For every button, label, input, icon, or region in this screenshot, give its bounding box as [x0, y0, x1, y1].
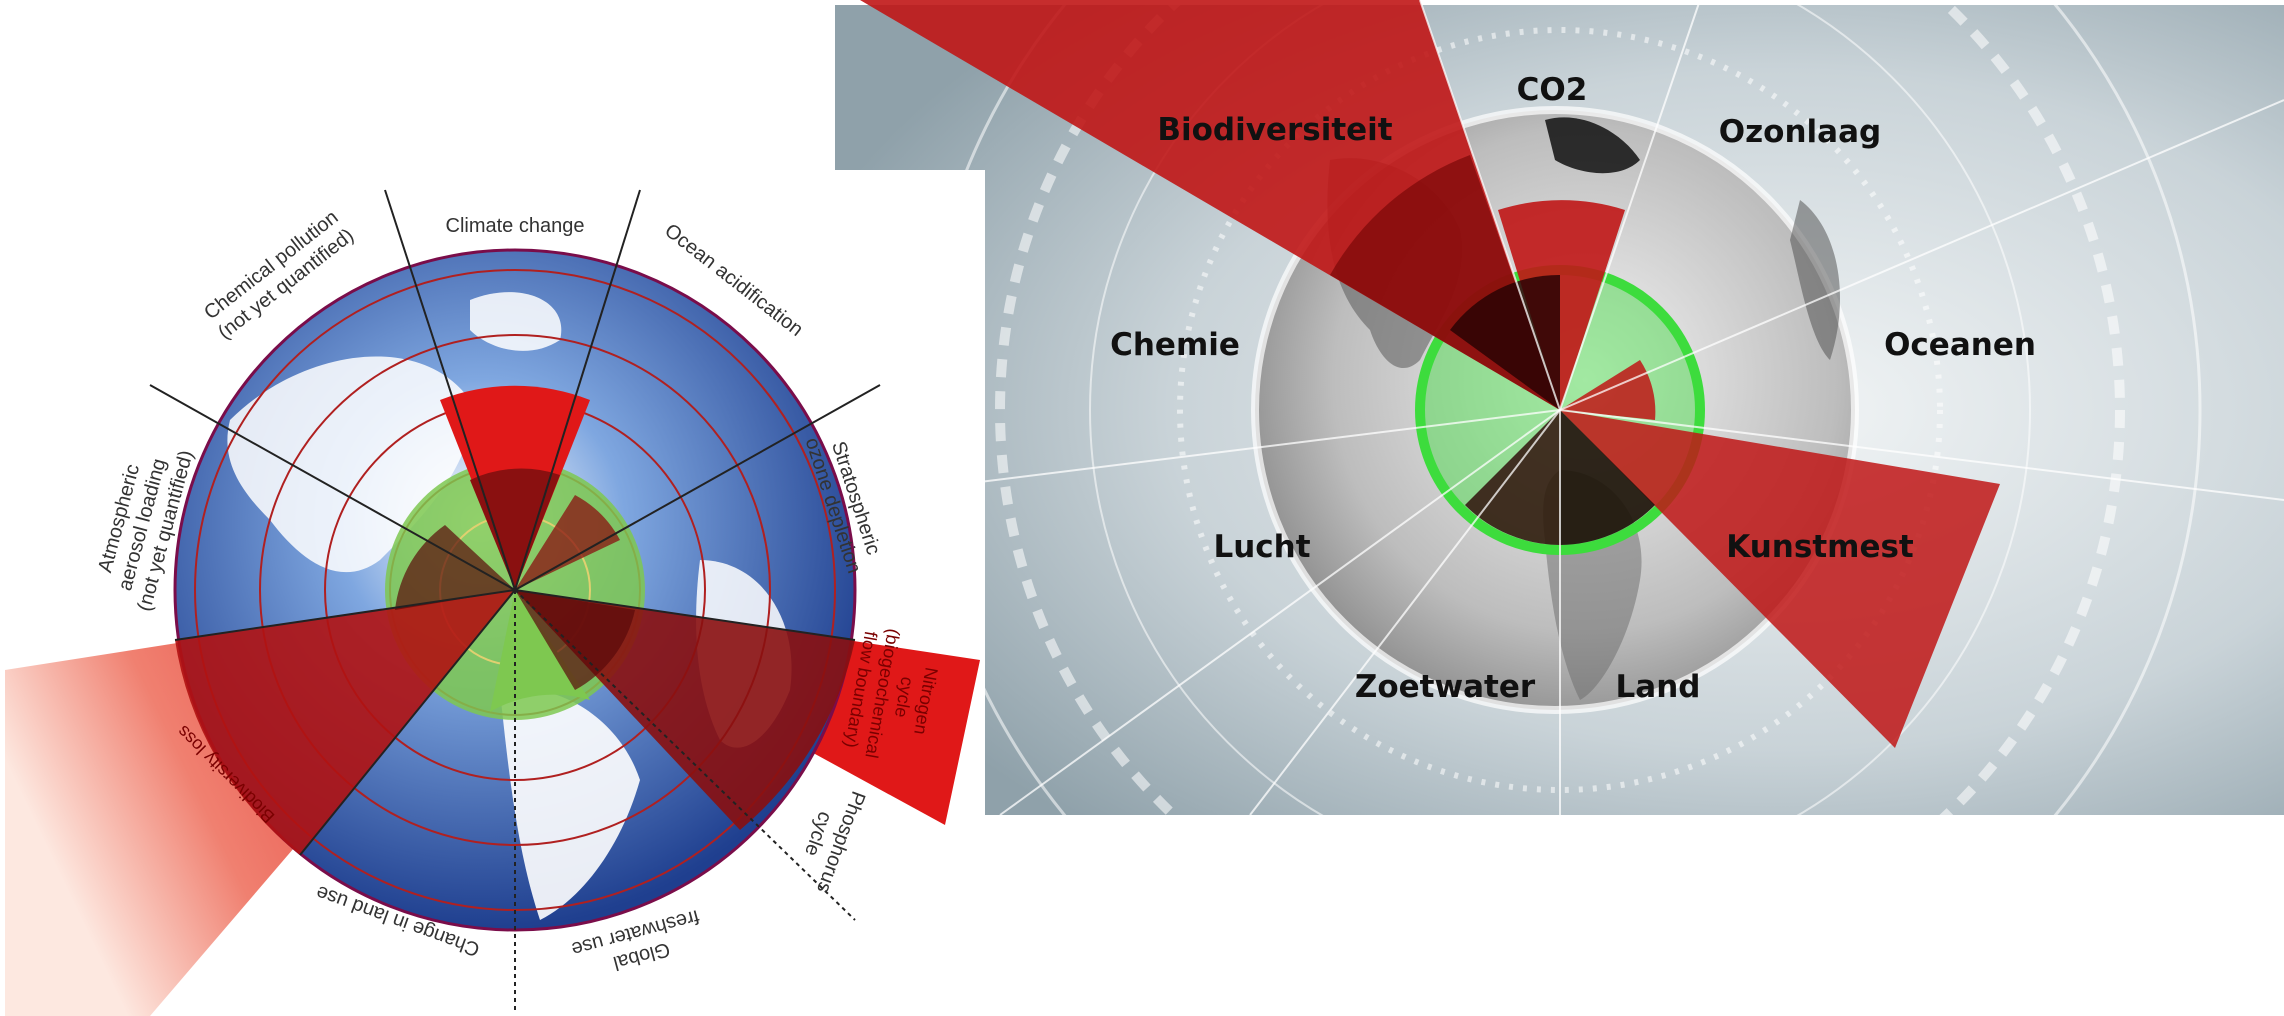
- right-label-biodiversity: Biodiversiteit: [1157, 112, 1392, 148]
- left-label-climate: Climate change: [446, 215, 585, 237]
- right-wedge-fertilizer: [1560, 410, 2000, 748]
- right-wedge-core-dark: [1450, 274, 1560, 410]
- left-wedge-ocean: [515, 495, 620, 590]
- right-continent-greenland: [1545, 117, 1640, 174]
- right-diagram: Biodiversiteit CO2 Ozonlaag Chemie Ocean…: [834, 0, 2284, 1016]
- right-wedge-co2: [1498, 200, 1625, 410]
- right-label-co2: CO2: [1517, 72, 1588, 108]
- left-diagram: Climate change Ocean acidification Strat…: [5, 189, 980, 1016]
- left-wedge-core-2: [515, 590, 635, 690]
- left-wedge-climate-inner: [470, 468, 560, 590]
- left-continent-south-america: [500, 688, 640, 920]
- left-wedge-biodiversity: [175, 590, 515, 855]
- left-wedge-core: [395, 525, 515, 610]
- right-label-ozone: Ozonlaag: [1719, 114, 1881, 150]
- right-dividers: [834, 0, 2284, 816]
- right-wedge-biodiversity: [860, 0, 1560, 410]
- right-label-chemistry: Chemie: [1110, 327, 1240, 363]
- left-dividers: [149, 189, 881, 1010]
- right-label-air: Lucht: [1213, 529, 1310, 565]
- right-wedge-core-dark-2: [1465, 410, 1560, 545]
- right-label-freshwater: Zoetwater: [1355, 669, 1536, 705]
- right-label-fertilizer: Kunstmest: [1726, 529, 1914, 565]
- right-label-oceans: Oceanen: [1884, 327, 2036, 363]
- right-label-land: Land: [1616, 669, 1701, 705]
- right-wedge-core-dark-3: [1560, 410, 1655, 545]
- right-continent-africa: [1790, 200, 1840, 360]
